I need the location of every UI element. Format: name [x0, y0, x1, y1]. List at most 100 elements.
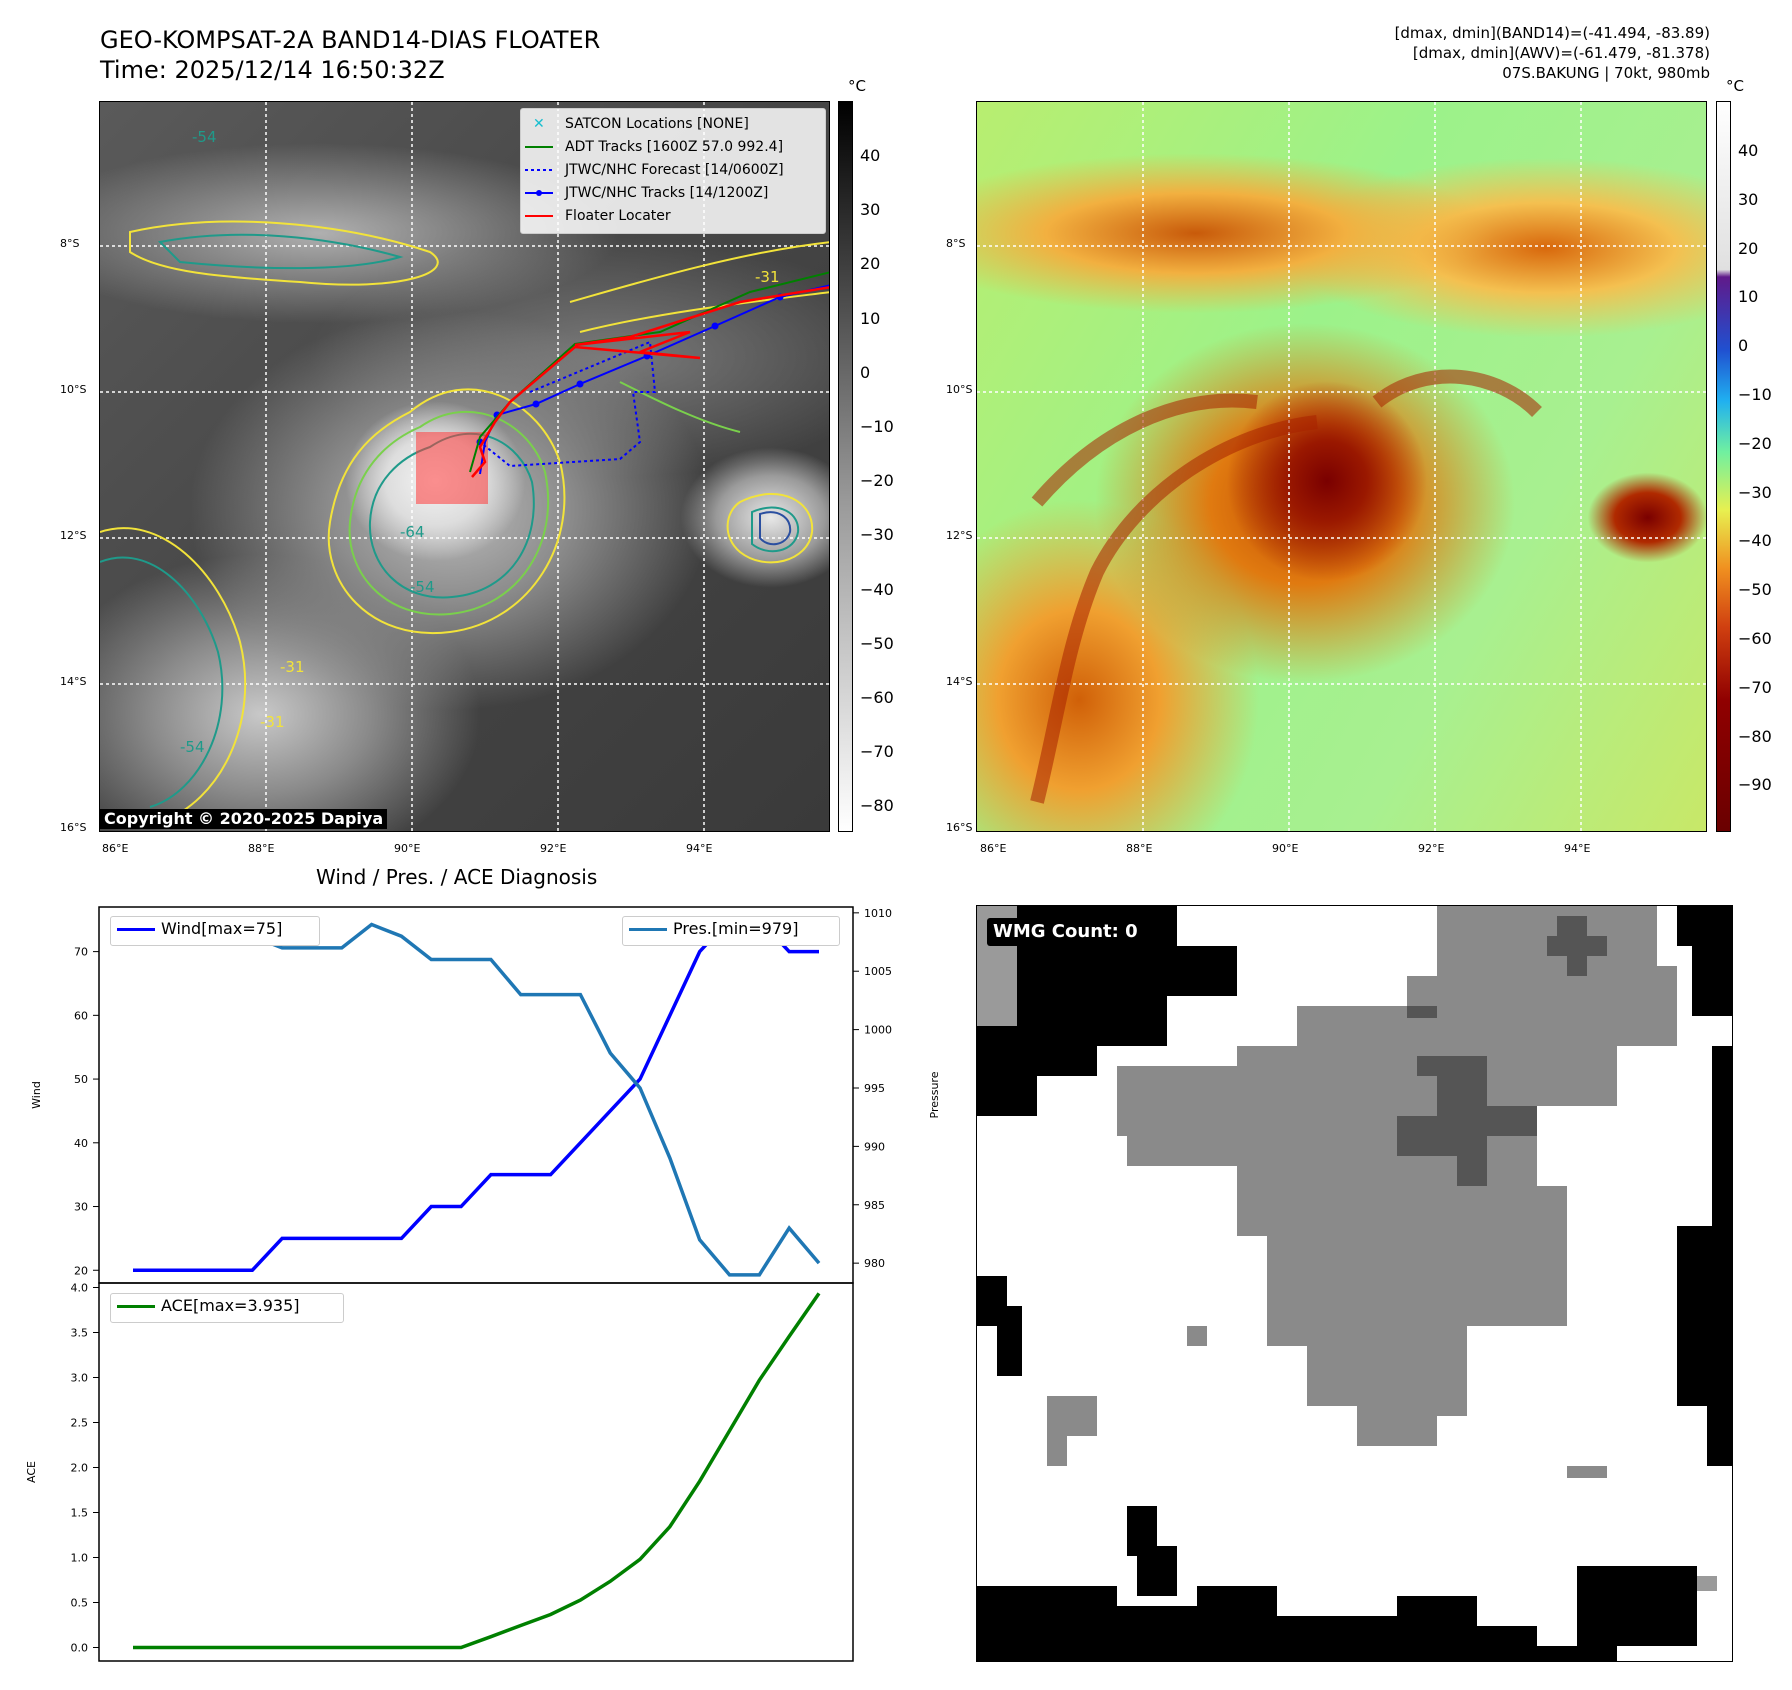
- tracks-legend-marker: [536, 190, 542, 196]
- pressure-axis-label: Pressure: [928, 1071, 940, 1118]
- wind-chart-frame: [98, 906, 854, 1284]
- jtwc-forecast-line: [479, 340, 657, 468]
- gray-colorbar-tick-label: 30: [860, 200, 881, 220]
- floater-box: [416, 432, 488, 504]
- color-colorbar-tick-label: −50: [1738, 580, 1772, 600]
- color-colorbar-tick-label: −90: [1738, 775, 1772, 795]
- heat-lat-label: 16°S: [946, 821, 973, 834]
- heat-lon-label: 92°E: [1418, 842, 1445, 855]
- contour-label: -31: [755, 268, 780, 286]
- heat-lon-label: 86°E: [980, 842, 1007, 855]
- gray-colorbar-tick-label: 10: [860, 308, 881, 328]
- color-colorbar-tick-label: 20: [1738, 238, 1759, 258]
- color-colorbar-tick-label: 40: [1738, 141, 1759, 160]
- satcon-marker-icon: ✕: [533, 116, 545, 132]
- heat-map-panel: [976, 101, 1707, 832]
- gray-colorbar-tick-label: −10: [860, 417, 894, 436]
- awv-range-text: [dmax, dmin](AWV)=(-61.479, -81.378): [1412, 44, 1710, 62]
- ir-contours: [100, 220, 829, 823]
- ir-lat-label: 16°S: [60, 821, 87, 834]
- contour-label: -31: [280, 658, 305, 676]
- legend-satcon: SATCON Locations [NONE]: [565, 116, 749, 132]
- heat-map-overlay: [977, 102, 1706, 831]
- figure-title: GEO-KOMPSAT-2A BAND14-DIAS FLOATER: [100, 26, 601, 54]
- wmg-panel: WMG Count: 0: [976, 905, 1733, 1662]
- legend-floater: Floater Locater: [565, 208, 671, 224]
- color-colorbar-tick-label: −80: [1738, 726, 1772, 746]
- legend-jtwc-forecast: JTWC/NHC Forecast [14/0600Z]: [565, 162, 784, 178]
- color-colorbar-tick-label: −60: [1738, 629, 1772, 648]
- ace-ytick-label: 4.0: [71, 1282, 89, 1295]
- wind-ytick-label: 30: [74, 1201, 88, 1214]
- pressure-legend-swatch: [629, 928, 667, 931]
- gray-colorbar-tick-label: −70: [860, 742, 894, 762]
- color-colorbar: [1716, 101, 1731, 832]
- figure-time: Time: 2025/12/14 16:50:32Z: [100, 56, 445, 84]
- wind-axis-label: Wind: [30, 1081, 43, 1109]
- wind-ytick-label: 20: [74, 1264, 88, 1277]
- wind-series-line: [133, 917, 819, 1273]
- pressure-ytick-label: 1000: [864, 1024, 892, 1037]
- pressure-legend-label: Pres.[min=979]: [673, 919, 799, 938]
- ir-lon-label: 88°E: [248, 842, 275, 855]
- diagnosis-charts: 70 60 50 40 30 20 1010 1005 1000 995 990 985 980 4.0…: [25, 906, 940, 1662]
- color-colorbar-tick-label: −40: [1738, 531, 1772, 551]
- color-colorbar-tick-label: −20: [1738, 433, 1772, 453]
- gray-colorbar-tick-label: −30: [860, 525, 894, 545]
- gray-colorbar-tick-label: 20: [860, 254, 881, 274]
- pressure-series-line: [133, 922, 821, 1277]
- heat-lat-label: 8°S: [946, 237, 966, 250]
- wmg-image: [977, 906, 1732, 1661]
- contour-label: -64: [400, 523, 425, 541]
- gray-colorbar-tick-label: −50: [860, 633, 894, 653]
- pressure-ytick-label: 985: [864, 1199, 885, 1212]
- heat-lon-label: 88°E: [1126, 842, 1153, 855]
- ace-axis-label: ACE: [25, 1461, 38, 1483]
- ace-ytick-label: 3.5: [71, 1327, 89, 1340]
- copyright-label: Copyright © 2020-2025 Dapiya: [100, 809, 388, 829]
- ir-lon-label: 90°E: [394, 842, 421, 855]
- ace-chart-frame: [98, 1282, 854, 1662]
- diagnosis-title: Wind / Pres. / ACE Diagnosis: [316, 865, 598, 889]
- gray-colorbar-tick-label: 0: [860, 362, 871, 382]
- gray-colorbar-tick-label: 40: [860, 146, 881, 165]
- color-colorbar-tick-label: 30: [1738, 189, 1759, 209]
- wind-legend-swatch: [117, 928, 155, 931]
- heat-lat-label: 12°S: [946, 529, 973, 542]
- ir-lat-label: 12°S: [60, 529, 87, 542]
- ace-legend: ACE[max=3.935]: [110, 1293, 344, 1323]
- pressure-ytick-label: 1010: [864, 907, 892, 920]
- pressure-ytick-label: 980: [864, 1257, 885, 1270]
- gray-colorbar-tick-label: −60: [860, 688, 894, 707]
- heat-lon-label: 90°E: [1272, 842, 1299, 855]
- ace-ytick-label: 1.0: [71, 1552, 89, 1565]
- ir-map-panel: -54 -64 -31 -54 -31 -54 -31 ✕ SATCON Loc…: [99, 101, 830, 832]
- ace-ytick-label: 0.0: [71, 1642, 89, 1655]
- color-colorbar-tick-label: −70: [1738, 677, 1772, 697]
- ir-lat-label: 10°S: [60, 383, 87, 396]
- color-colorbar-tick-label: −30: [1738, 482, 1772, 502]
- ir-lon-label: 86°E: [102, 842, 129, 855]
- heat-spiral-bands: [1030, 369, 1542, 804]
- heat-gridlines: [977, 102, 1706, 831]
- gray-colorbar-tick-label: −80: [860, 796, 894, 816]
- storm-info-text: 07S.BAKUNG | 70kt, 980mb: [1502, 64, 1710, 82]
- ace-ytick-label: 1.5: [71, 1507, 89, 1520]
- floater-locater-line: [471, 286, 829, 478]
- color-colorbar-tick-label: −10: [1738, 385, 1772, 404]
- wind-ytick-label: 60: [74, 1009, 88, 1022]
- band14-range-text: [dmax, dmin](BAND14)=(-41.494, -83.89): [1394, 24, 1710, 42]
- adt-track-line: [469, 271, 829, 473]
- contour-label: -54: [180, 738, 205, 756]
- color-colorbar-tick-label: 10: [1738, 287, 1759, 307]
- pressure-ytick-label: 1005: [864, 965, 892, 978]
- wind-ytick-label: 50: [74, 1073, 88, 1086]
- gray-colorbar-tick-label: −40: [860, 579, 894, 599]
- ace-ytick-label: 2.0: [71, 1462, 89, 1475]
- ace-ytick-label: 0.5: [71, 1597, 89, 1610]
- ir-lon-label: 94°E: [686, 842, 713, 855]
- heat-lon-label: 94°E: [1564, 842, 1591, 855]
- color-colorbar-unit: °C: [1726, 77, 1744, 95]
- pressure-legend: Pres.[min=979]: [622, 916, 840, 946]
- pressure-ytick-label: 995: [864, 1082, 885, 1095]
